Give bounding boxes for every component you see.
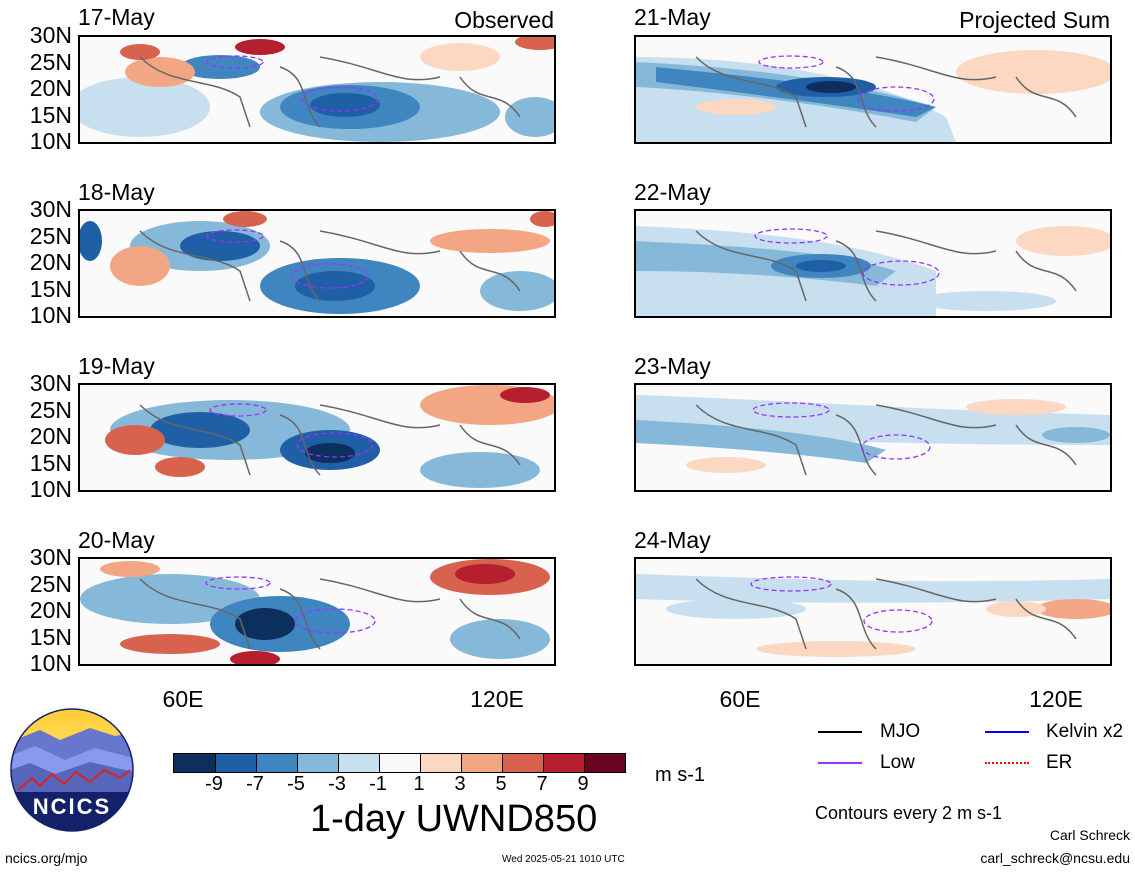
map-panel-observed-2	[78, 209, 556, 318]
panel-date-observed-2: 18-May	[78, 179, 155, 205]
map-panel-observed-1	[78, 35, 556, 144]
colorbar-box	[297, 754, 338, 772]
colorbar-tick-label: 1	[413, 773, 425, 795]
lat-label: 10N	[29, 476, 72, 502]
lat-label: 30N	[29, 196, 72, 222]
lat-label: 25N	[29, 48, 72, 75]
colorbar-tick-label: -1	[369, 773, 387, 795]
credit-timestamp: Wed 2025-05-21 1010 UTC	[502, 854, 625, 865]
panel-date-observed-4: 20-May	[78, 527, 155, 553]
colorbar-box	[174, 754, 215, 772]
credit-author: Carl Schreck	[1049, 827, 1130, 843]
colorbar-box	[379, 754, 420, 772]
map-panel-observed-4	[78, 557, 556, 666]
lon-label-120e-right: 120E	[1029, 686, 1083, 712]
lat-label: 30N	[29, 22, 72, 48]
colorbar-tick-label: -7	[246, 773, 264, 795]
colorbar-box	[502, 754, 543, 772]
colorbar-box	[338, 754, 379, 772]
lon-label-60e-right: 60E	[719, 686, 761, 712]
panel-date-projected-1: 21-May	[634, 4, 711, 30]
lat-label: 20N	[29, 75, 72, 101]
legend-label-mjo: MJO	[880, 721, 921, 742]
colorbar-title: 1-day UWND850	[310, 798, 598, 840]
lon-label-120e-left: 120E	[470, 686, 524, 712]
map-panel-projected-4	[634, 557, 1112, 666]
legend-label-kelvin: Kelvin x2	[1046, 721, 1124, 742]
map-panel-projected-1	[634, 35, 1112, 144]
colorbar-box	[215, 754, 256, 772]
colorbar-tick-label: 3	[454, 773, 466, 795]
colorbar-tick-label: 7	[536, 773, 548, 795]
lat-label: 15N	[29, 101, 72, 128]
colorbar-box	[420, 754, 461, 772]
map-panel-observed-3	[78, 383, 556, 492]
legend-line-mjo	[818, 731, 862, 733]
panel-date-observed-1: 17-May	[78, 4, 155, 30]
lat-label: 20N	[29, 423, 72, 449]
colorbar-box	[256, 754, 297, 772]
colorbar-tick-label: 5	[495, 773, 507, 795]
panel-date-observed-3: 19-May	[78, 353, 155, 379]
panel-date-projected-3: 23-May	[634, 353, 711, 379]
legend-label-low: Low	[880, 752, 915, 773]
lat-label: 20N	[29, 249, 72, 275]
panel-date-projected-4: 24-May	[634, 527, 711, 553]
credit-url: ncics.org/mjo	[5, 850, 88, 866]
legend-line-kelvin	[985, 731, 1029, 733]
lat-label: 15N	[29, 449, 72, 476]
ncics-logo: NCICS	[10, 708, 134, 832]
legend-label-er: ER	[1046, 752, 1073, 773]
colorbar-tick-label: -5	[287, 773, 305, 795]
colorbar-tick-label: -9	[205, 773, 223, 795]
map-panel-projected-2	[634, 209, 1112, 318]
projected-label: Projected Sum	[959, 7, 1110, 33]
lat-label: 20N	[29, 597, 72, 623]
colorbar-box	[543, 754, 584, 772]
colorbar-box	[461, 754, 502, 772]
lat-label: 10N	[29, 302, 72, 328]
logo-text: NCICS	[32, 794, 112, 819]
colorbar-box	[584, 754, 625, 772]
contours-note: Contours every 2 m s-1	[815, 803, 1003, 823]
lat-label: 10N	[29, 128, 72, 154]
lon-label-60e-left: 60E	[162, 686, 204, 712]
lat-label: 25N	[29, 222, 72, 249]
lat-label: 15N	[29, 623, 72, 650]
lat-label: 10N	[29, 650, 72, 676]
observed-label: Observed	[454, 7, 554, 33]
colorbar-units: m s-1	[655, 764, 705, 786]
colorbar-tick-label: 9	[577, 773, 589, 795]
colorbar-tick-label: -3	[328, 773, 346, 795]
legend-line-low	[818, 762, 862, 764]
panel-date-projected-2: 22-May	[634, 179, 711, 205]
colorbar	[173, 753, 626, 773]
lat-label: 15N	[29, 275, 72, 302]
lat-label: 30N	[29, 370, 72, 396]
lat-label: 25N	[29, 396, 72, 423]
legend-line-er	[985, 762, 1029, 764]
credit-email: carl_schreck@ncsu.edu	[980, 850, 1130, 866]
lat-label: 25N	[29, 570, 72, 597]
lat-label: 30N	[29, 544, 72, 570]
map-panel-projected-3	[634, 383, 1112, 492]
